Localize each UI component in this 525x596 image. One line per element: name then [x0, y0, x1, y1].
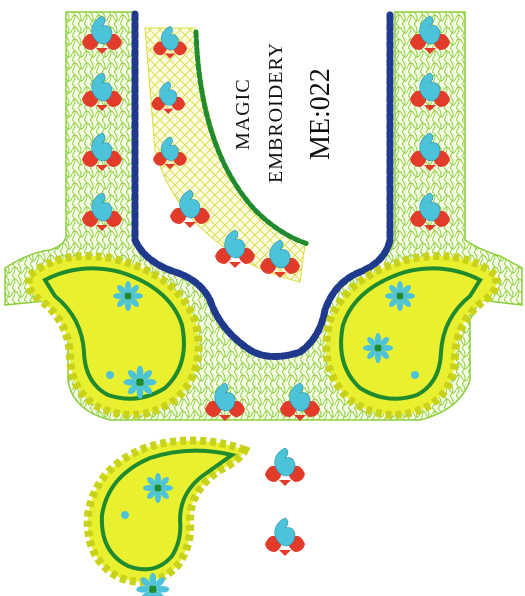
right-paisley	[322, 252, 501, 419]
navy-bead-border	[131, 10, 394, 360]
left-paisley	[24, 252, 203, 419]
green-bead-border	[193, 29, 311, 247]
standalone-paisley	[83, 436, 251, 596]
design-code: ME:022	[305, 68, 336, 160]
brand-name-line2: EMBROIDERY	[265, 41, 287, 183]
brand-name-line1: MAGIC	[232, 78, 254, 150]
standalone-motifs	[264, 447, 306, 557]
